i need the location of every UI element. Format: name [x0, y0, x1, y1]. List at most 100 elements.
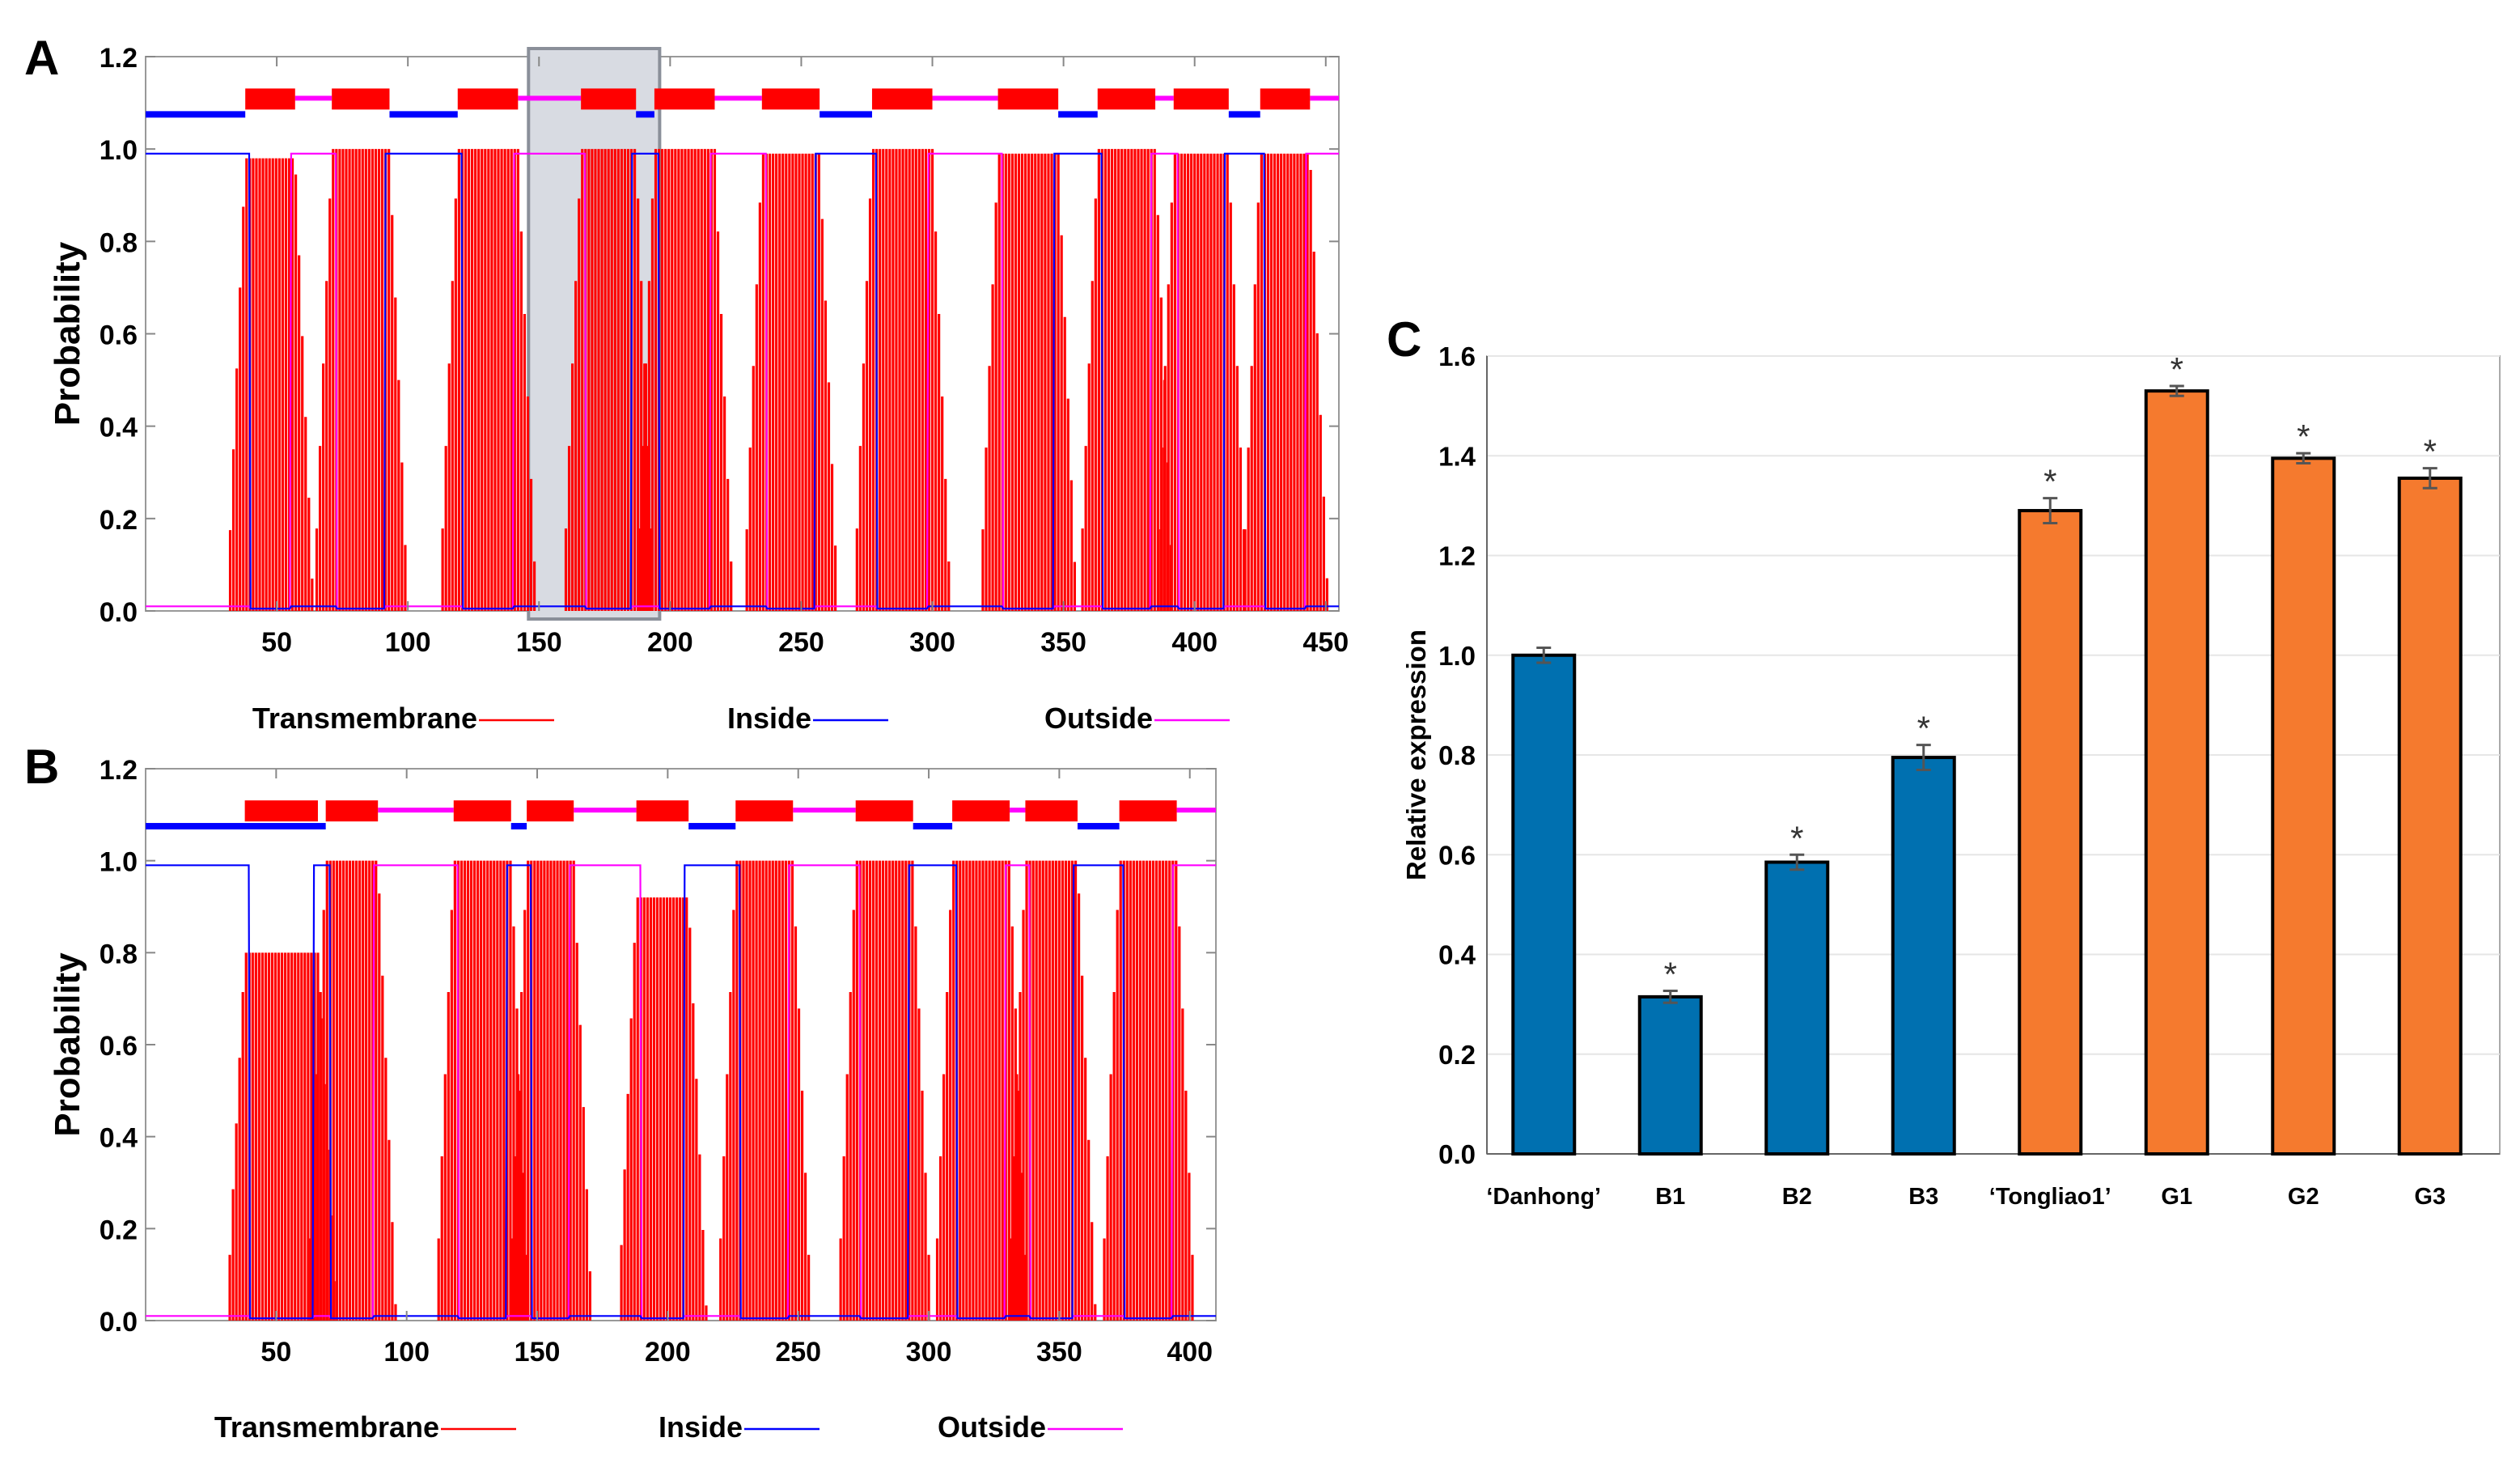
- x-tick-label: 50: [260, 1337, 291, 1368]
- topology-outside-6: [793, 808, 856, 813]
- topology-outside-6: [714, 95, 762, 101]
- panel-a-chart: 0.0 0.2 0.4 0.6 0.8 1.0 1.2 50 100 150 200 250 300 35…: [48, 43, 1349, 735]
- x-tick-label: 200: [647, 627, 693, 658]
- topology-helix-3: [457, 88, 519, 110]
- bar: [2144, 389, 2209, 1156]
- topology-helix-10: [1173, 88, 1229, 110]
- topology-inside-5: [688, 823, 736, 830]
- inside-curve: [146, 864, 1216, 1320]
- x-tick-label: 400: [1167, 1337, 1213, 1368]
- x-tick-label: 400: [1171, 627, 1218, 658]
- bar: [1891, 756, 1956, 1156]
- topology-helix-8: [997, 88, 1059, 110]
- x-tick-label: 150: [516, 627, 562, 658]
- x-tick-label: 300: [906, 1337, 952, 1368]
- significance-marker: *: [2297, 418, 2310, 456]
- inside-curve: [146, 152, 1339, 610]
- topology-helix-4: [581, 88, 637, 110]
- x-tick-label: ‘Tongliao1’: [1989, 1184, 2111, 1210]
- x-tick-label: 50: [261, 627, 292, 658]
- significance-marker: *: [2171, 350, 2183, 388]
- topology-inside-9: [1077, 823, 1120, 830]
- bar: [1764, 860, 1830, 1156]
- x-tick-label: B2: [1782, 1184, 1812, 1210]
- topology-helix-7: [855, 800, 913, 822]
- legend-label-transmembrane: Transmembrane: [214, 1410, 439, 1444]
- topology-outside-2: [294, 95, 332, 101]
- y-tick-label: 0.8: [100, 939, 138, 969]
- topology-helix-2: [325, 800, 379, 822]
- y-tick-label: 0.2: [100, 505, 138, 536]
- y-tick-label: 1.2: [1438, 541, 1476, 571]
- y-axis-label: Probability: [48, 241, 87, 426]
- topology-outside-8: [1010, 808, 1026, 813]
- helix-3: [437, 860, 528, 1321]
- y-tick-label: 0.0: [1438, 1139, 1476, 1169]
- helix-8: [981, 153, 1076, 611]
- topology-helix-5: [636, 800, 689, 822]
- topology-helix-11: [1260, 88, 1311, 110]
- significance-marker: *: [2424, 433, 2437, 471]
- y-tick-label: 0.6: [100, 1031, 138, 1062]
- topology-outside-4: [574, 808, 637, 813]
- legend-label-inside: Inside: [659, 1410, 743, 1444]
- helix-5: [620, 897, 708, 1321]
- x-tick-label: 350: [1036, 1337, 1082, 1368]
- x-tick-label: 300: [909, 627, 955, 658]
- topology-outside-8: [932, 95, 998, 101]
- helix-1: [228, 952, 336, 1321]
- topology-helix-4: [527, 800, 574, 822]
- x-tick-label: 150: [515, 1337, 561, 1368]
- topology-track: [146, 800, 1216, 830]
- x-tick-label: 450: [1302, 627, 1349, 658]
- legend-label-inside: Inside: [727, 702, 811, 735]
- legend-label-outside: Outside: [1044, 702, 1153, 735]
- y-tick-label: 0.4: [1438, 940, 1476, 970]
- y-axis-label: Relative expression: [1401, 630, 1431, 880]
- topology-outside-10: [1155, 95, 1174, 101]
- panel-c-chart: 0.0 0.2 0.4 0.6 0.8 1.0 1.2 1.4 1.6 Relative expr…: [1401, 341, 2501, 1210]
- y-tick-label: 1.0: [100, 135, 138, 166]
- topology-inside-5: [636, 111, 654, 118]
- topology-helix-6: [761, 88, 820, 110]
- y-tick-label: 0.8: [1438, 740, 1476, 770]
- y-tick-label: 0.2: [1438, 1040, 1476, 1070]
- y-tick-label: 1.6: [1438, 341, 1476, 371]
- topology-outside-4: [518, 95, 582, 101]
- topology-outside-10: [1176, 808, 1216, 813]
- helix-9: [1009, 860, 1097, 1321]
- helix-2: [315, 149, 407, 611]
- topology-inside-7: [913, 823, 953, 830]
- y-tick-label: 0.6: [1438, 840, 1476, 870]
- y-tick-label: 0.4: [100, 413, 138, 443]
- y-tick-label: 1.4: [1438, 441, 1476, 471]
- helix-3: [441, 149, 536, 611]
- topology-helix-8: [952, 800, 1010, 822]
- y-tick-label: 1.2: [100, 755, 138, 786]
- x-tick-label: 250: [775, 1337, 821, 1368]
- bar: [1637, 994, 1703, 1156]
- y-axis-label: Probability: [48, 952, 87, 1137]
- x-tick-label: 200: [645, 1337, 691, 1368]
- topology-helix-9: [1025, 800, 1078, 822]
- topology-track: [146, 88, 1339, 118]
- topology-helix-1: [245, 88, 295, 110]
- x-tick-label: ‘Danhong’: [1486, 1184, 1601, 1210]
- y-tick-label: 0.2: [100, 1215, 138, 1245]
- y-tick-label: 1.0: [1438, 641, 1476, 671]
- significance-marker: *: [2044, 463, 2056, 501]
- topology-inside-1: [146, 111, 246, 118]
- topology-inside-7: [820, 111, 872, 118]
- bar: [1511, 653, 1577, 1156]
- y-tick-label: 0.4: [100, 1123, 138, 1154]
- topology-helix-2: [332, 88, 390, 110]
- y-tick-label: 0.0: [100, 597, 138, 628]
- helix-7: [839, 860, 930, 1321]
- helix-11: [1243, 153, 1329, 611]
- topology-outside-12: [1310, 95, 1339, 101]
- significance-marker: *: [1790, 819, 1803, 857]
- topology-inside-3: [510, 823, 527, 830]
- y-tick-label: 0.6: [100, 320, 138, 351]
- x-tick-label: 350: [1040, 627, 1086, 658]
